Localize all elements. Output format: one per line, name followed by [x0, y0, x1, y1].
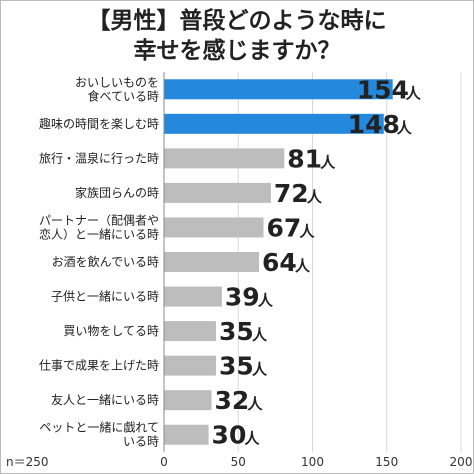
bar-7 [164, 321, 216, 342]
value-label-0: 154 [357, 75, 409, 104]
x-tick-label-3: 150 [375, 455, 398, 469]
bar-8 [164, 355, 216, 376]
bar-0 [164, 79, 393, 100]
value-label-6: 39 [225, 283, 260, 312]
sample-size-note: n＝250 [6, 455, 49, 469]
bar-1 [164, 113, 384, 134]
bar-5 [164, 252, 260, 272]
unit-label-4: 人 [299, 222, 315, 240]
unit-label-7: 人 [252, 326, 268, 344]
x-tick-label-1: 50 [231, 455, 246, 469]
unit-label-6: 人 [258, 292, 274, 310]
value-label-2: 81 [287, 144, 322, 173]
bar-6 [164, 286, 222, 307]
category-label-6: 子供と一緒にいる時 [51, 289, 159, 304]
category-label-10-1: いる時 [123, 435, 159, 449]
category-label-4-0: パートナー（配偶者や [39, 213, 159, 227]
x-tick-label-0: 0 [160, 455, 168, 469]
value-label-7: 35 [219, 317, 254, 346]
chart-title: 【男性】普段どのような時に 幸せを感じますか？ [0, 6, 474, 66]
unit-label-0: 人 [406, 84, 422, 102]
x-tick-label-4: 200 [450, 455, 473, 469]
unit-label-8: 人 [252, 361, 268, 379]
value-label-8: 35 [219, 352, 254, 381]
value-label-5: 64 [262, 248, 297, 277]
unit-label-3: 人 [307, 188, 323, 206]
value-label-1: 148 [348, 110, 400, 139]
unit-label-5: 人 [295, 257, 311, 275]
bar-4 [164, 217, 264, 238]
category-label-0-0: おいしいものを [75, 75, 159, 89]
bar-10 [164, 424, 209, 445]
bar-2 [164, 148, 285, 169]
category-label-10-0: ペットと一緒に戯れて [39, 420, 159, 435]
category-label-7: 買い物をしてる時 [63, 324, 159, 338]
value-label-4: 67 [266, 213, 301, 242]
unit-label-10: 人 [245, 430, 261, 448]
category-label-8: 仕事で成果を上げた時 [39, 359, 159, 373]
title-line-2: 幸せを感じますか？ [133, 38, 341, 64]
unit-label-1: 人 [397, 119, 413, 137]
category-label-1: 趣味の時間を楽しむ時 [39, 116, 159, 131]
category-label-0-1: 食べている時 [87, 88, 159, 103]
value-label-3: 72 [274, 179, 309, 208]
value-label-10: 30 [212, 421, 247, 450]
category-label-5: お酒を飲んでいる時 [52, 254, 159, 269]
category-label-2: 旅行・温泉に行った時 [39, 151, 159, 165]
category-label-9: 友人と一緒にいる時 [51, 392, 159, 407]
value-label-9: 32 [215, 386, 250, 415]
unit-label-9: 人 [248, 395, 264, 413]
unit-label-2: 人 [320, 153, 336, 171]
category-label-3: 家族団らんの時 [75, 185, 159, 200]
bar-3 [164, 182, 271, 203]
x-tick-label-2: 100 [301, 455, 324, 469]
title-line-1: 【男性】普段どのような時に [87, 8, 387, 34]
category-label-4-1: 恋人）と一緒にいる時 [39, 226, 159, 241]
bar-9 [164, 390, 212, 411]
